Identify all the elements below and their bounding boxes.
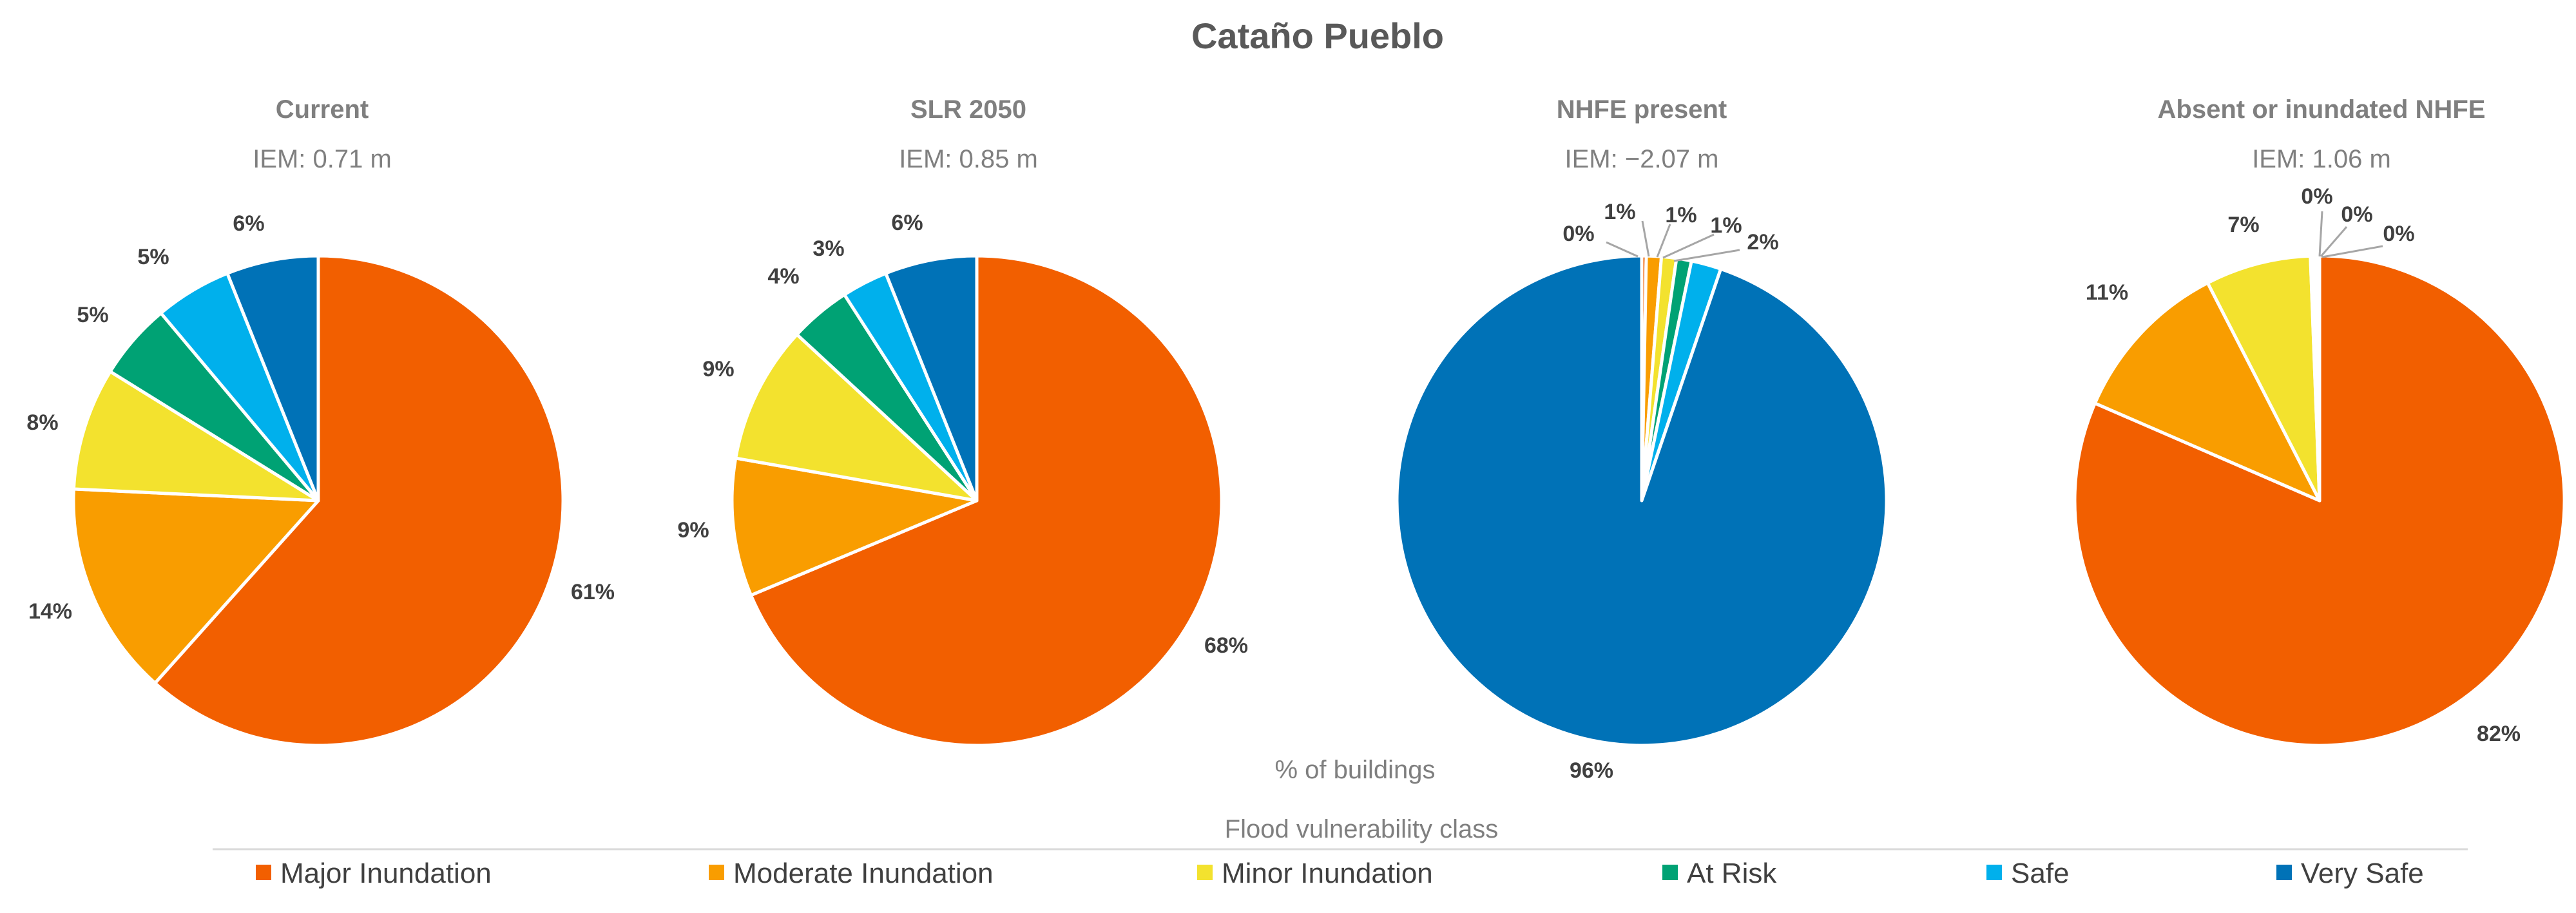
pie-slice-moderate-inundation <box>72 487 320 685</box>
data-label-major-inundation: 68% <box>1204 633 1248 658</box>
pie-labels-current: 61% 14% 8% 5% 5% 6% <box>26 211 615 624</box>
data-label-safe: 2% <box>1747 230 1778 255</box>
pie-current: Current IEM: 0.71 m 61% 14% 8% 5% 5% 6% <box>26 95 615 747</box>
pie-slices-nhfe-present <box>1395 254 1889 747</box>
legend-label-moderate-inundation: Moderate Inundation <box>733 858 994 889</box>
pie-slice-major-inundation <box>153 254 565 747</box>
data-label-at-risk: 1% <box>1710 213 1742 238</box>
legend-swatch-very-safe <box>2276 865 2292 880</box>
pie-slice-minor-inundation <box>734 332 979 503</box>
data-label-very-safe: 96% <box>1570 758 1613 783</box>
data-label-moderate-inundation: 14% <box>28 599 72 624</box>
legend-swatch-moderate-inundation <box>709 865 724 880</box>
pie-labels-slr-2050: 68% 9% 9% 4% 3% 6% <box>677 211 1248 658</box>
data-label-at-risk: 0% <box>2301 184 2332 209</box>
data-label-very-safe: 6% <box>233 211 264 236</box>
legend-label-safe: Safe <box>2011 858 2070 889</box>
data-label-safe: 3% <box>812 236 844 261</box>
leader-line <box>1656 224 1671 258</box>
data-label-major-inundation: 0% <box>1562 222 1594 246</box>
legend-label-major-inundation: Major Inundation <box>280 858 492 889</box>
data-label-moderate-inundation: 11% <box>2086 280 2128 305</box>
leader-line <box>2321 245 2383 258</box>
pie-title-slr-2050: SLR 2050 <box>910 95 1026 124</box>
legend-item-moderate-inundation: Moderate Inundation <box>709 858 994 889</box>
data-label-major-inundation: 61% <box>571 580 615 604</box>
legend-swatch-safe <box>1986 865 2002 880</box>
pie-leaders-nhfe-present <box>1606 220 1740 262</box>
pie-nhfe-present: NHFE present IEM: −2.07 m 0%1% 1% 1%2%96% <box>1395 95 1889 783</box>
pie-slice-very-safe <box>1395 254 1889 747</box>
pie-slice-minor-inundation <box>2206 254 2321 503</box>
pie-slice-moderate-inundation <box>2093 281 2321 503</box>
leader-line <box>1606 241 1639 258</box>
leader-line <box>1641 220 1650 257</box>
pie-slice-very-safe <box>884 254 979 503</box>
legend-label-very-safe: Very Safe <box>2301 858 2424 889</box>
legend-item-major-inundation: Major Inundation <box>256 858 492 889</box>
data-label-safe: 0% <box>2341 202 2372 227</box>
data-label-at-risk: 5% <box>77 303 108 327</box>
pie-subtitle-current: IEM: 0.71 m <box>253 145 392 173</box>
data-label-major-inundation: 82% <box>2477 722 2521 746</box>
pie-subtitle-absent-nhfe: IEM: 1.06 m <box>2252 145 2391 173</box>
legend-title: Flood vulnerability class <box>1225 815 1499 843</box>
pie-labels-nhfe-present: 0%1% 1% 1%2%96% <box>1562 200 1778 783</box>
legend-item-minor-inundation: Minor Inundation <box>1197 858 1433 889</box>
pie-labels-absent-nhfe: 82% 11% 7% 0% 0% 0% <box>2086 184 2521 746</box>
data-label-very-safe: 0% <box>2383 222 2414 246</box>
legend-item-at-risk: At Risk <box>1662 858 1777 889</box>
pie-slices-slr-2050 <box>730 254 1224 747</box>
legend-swatch-at-risk <box>1662 865 1678 880</box>
pie-absent-nhfe: Absent or inundated NHFE IEM: 1.06 m 82%… <box>2073 95 2566 747</box>
leader-line <box>2318 211 2323 257</box>
data-label-minor-inundation: 7% <box>2227 213 2259 237</box>
data-label-very-safe: 6% <box>891 211 923 235</box>
pie-slice-major-inundation <box>749 254 1224 747</box>
data-label-minor-inundation: 9% <box>702 357 734 381</box>
pie-subtitle-slr-2050: IEM: 0.85 m <box>899 145 1038 173</box>
legend: Major Inundation Moderate Inundation Minor… <box>256 858 2424 889</box>
axis-caption: % of buildings <box>1274 756 1435 784</box>
data-label-minor-inundation: 1% <box>1665 203 1697 227</box>
data-label-at-risk: 4% <box>767 264 799 289</box>
legend-item-very-safe: Very Safe <box>2276 858 2424 889</box>
chart-title: Cataño Pueblo <box>1191 15 1444 56</box>
data-label-safe: 5% <box>137 245 169 269</box>
pie-title-nhfe-present: NHFE present <box>1557 95 1727 124</box>
data-label-minor-inundation: 8% <box>26 410 58 435</box>
leader-line <box>2320 226 2348 257</box>
legend-swatch-minor-inundation <box>1197 865 1213 880</box>
legend-item-safe: Safe <box>1986 858 2070 889</box>
pie-slice-very-safe <box>226 254 320 503</box>
legend-swatch-major-inundation <box>256 865 271 880</box>
pie-slice-minor-inundation <box>72 370 320 503</box>
pie-leaders-absent-nhfe <box>2318 211 2383 258</box>
leader-line <box>1662 233 1715 259</box>
data-label-moderate-inundation: 1% <box>1604 200 1635 224</box>
pie-subtitle-nhfe-present: IEM: −2.07 m <box>1565 145 1719 173</box>
pie-slr-2050: SLR 2050 IEM: 0.85 m 68% 9% 9% 4% 3% 6% <box>677 95 1248 747</box>
legend-label-minor-inundation: Minor Inundation <box>1222 858 1433 889</box>
pie-slices-absent-nhfe <box>2073 254 2566 747</box>
leader-line <box>1673 249 1740 262</box>
pie-slice-moderate-inundation <box>730 456 979 597</box>
legend-label-at-risk: At Risk <box>1687 858 1777 889</box>
data-label-moderate-inundation: 9% <box>677 518 709 543</box>
pie-title-current: Current <box>276 95 369 124</box>
pie-slices-current <box>72 254 565 747</box>
pie-title-absent-nhfe: Absent or inundated NHFE <box>2158 95 2486 124</box>
